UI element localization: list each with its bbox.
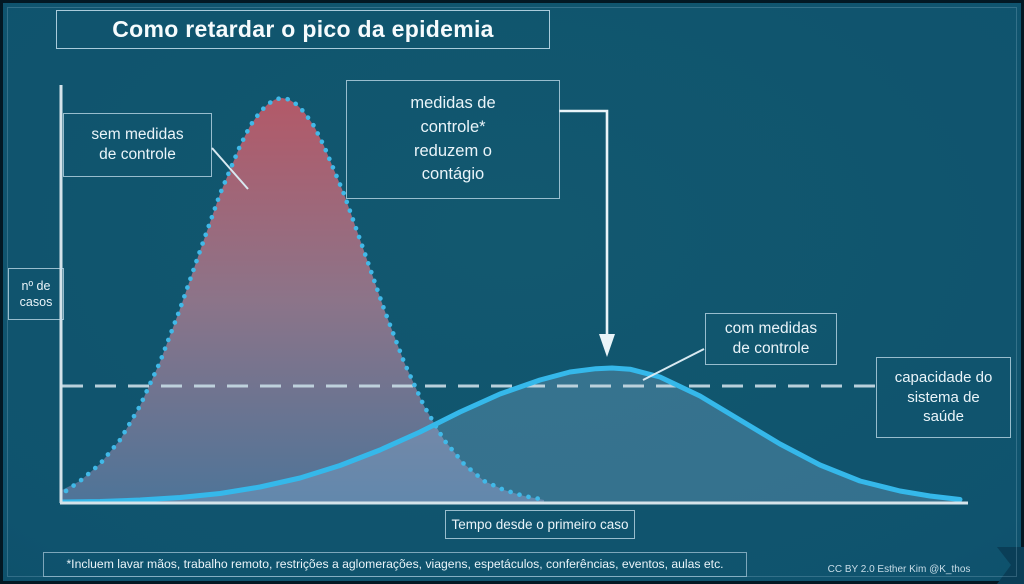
credits: CC BY 2.0 Esther Kim @K_thos Carl T. Ber… bbox=[788, 553, 1010, 584]
measures-arrow-head bbox=[599, 334, 615, 357]
curve-with-measures-outline bbox=[59, 365, 963, 505]
label-no-measures: sem medidas de controle bbox=[63, 113, 212, 177]
label-with-measures: com medidas de controle bbox=[705, 313, 837, 365]
credits-line-1: CC BY 2.0 Esther Kim @K_thos bbox=[827, 564, 971, 575]
label-health-system-capacity: capacidade do sistema de saúde bbox=[876, 357, 1011, 438]
page-title: Como retardar o pico da epidemia bbox=[56, 10, 550, 49]
label-measures-note: medidas de controle* reduzem o contágio bbox=[346, 80, 560, 199]
curve-no-measures-fill bbox=[62, 98, 544, 503]
x-axis-label: Tempo desde o primeiro caso bbox=[445, 510, 635, 539]
y-axis-label: nº de casos bbox=[8, 268, 64, 320]
leader-with-measures bbox=[642, 348, 705, 381]
curve-with-measures-fill bbox=[62, 368, 960, 503]
watermark-chevron bbox=[997, 547, 1024, 584]
footnote: *Incluem lavar mãos, trabalho remoto, re… bbox=[43, 552, 747, 577]
measures-arrow-line bbox=[559, 109, 609, 336]
curve-no-measures-outline bbox=[63, 95, 543, 502]
leader-no-measures bbox=[211, 147, 249, 190]
